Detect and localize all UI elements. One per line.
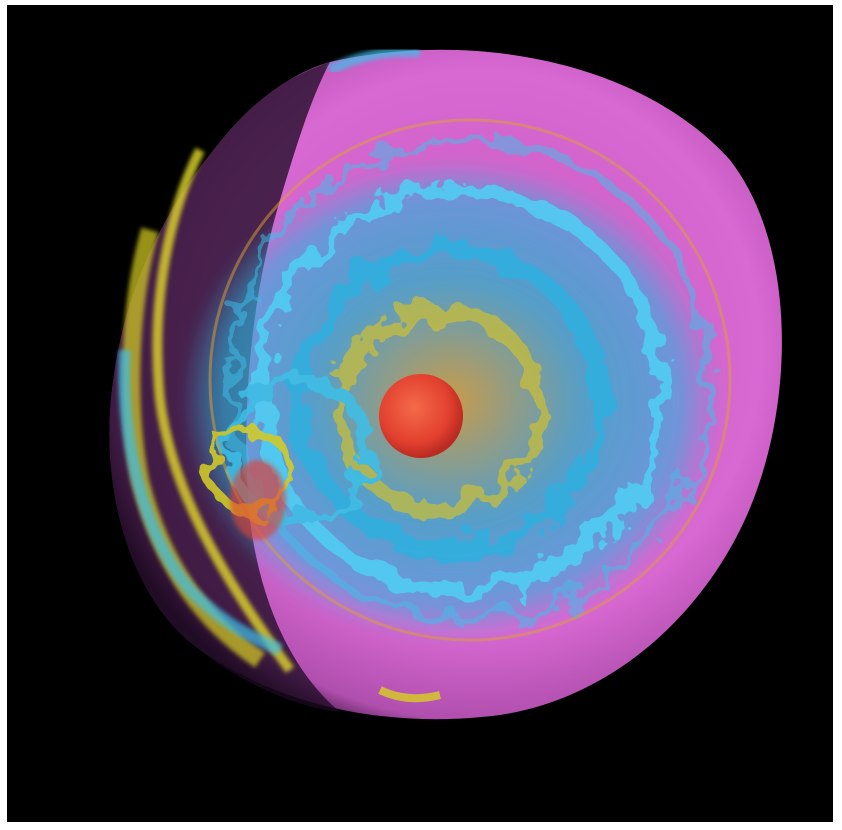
swirls xyxy=(205,136,714,624)
yellow-filament xyxy=(152,147,295,673)
red-blob xyxy=(230,460,286,540)
swirl xyxy=(332,302,548,518)
orange-ring xyxy=(208,118,732,642)
swirl xyxy=(226,136,714,624)
cyan-filament xyxy=(118,349,283,656)
yellow-filament xyxy=(378,686,441,703)
core xyxy=(379,374,463,458)
swirl xyxy=(224,374,376,526)
swirl xyxy=(291,241,609,559)
cyan-filament xyxy=(327,46,421,75)
